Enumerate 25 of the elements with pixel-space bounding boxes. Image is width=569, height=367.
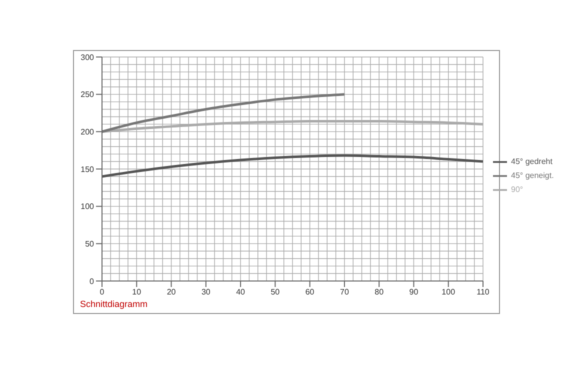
x-tick-label: 0	[100, 288, 105, 297]
x-tick-label: 80	[374, 288, 384, 297]
y-tick-label: 150	[80, 164, 95, 174]
x-tick-label: 100	[442, 288, 456, 297]
y-tick-label: 100	[80, 202, 95, 212]
line-series	[102, 93, 346, 133]
x-tick-label: 70	[340, 288, 350, 297]
x-tick-label: 20	[166, 288, 176, 297]
text: Schnittdiagramm	[80, 299, 148, 309]
x-tick-label: 50	[270, 288, 280, 297]
y-tick-label: 50	[85, 240, 95, 249]
x-tick-label: 60	[305, 288, 315, 297]
legend-label: 90°	[511, 185, 524, 194]
x-tick-label: 110	[476, 288, 490, 297]
x-tick-label: 10	[132, 288, 142, 297]
y-tick-label: 0	[90, 276, 95, 286]
line-series	[102, 154, 483, 178]
x-tick-label: 30	[201, 288, 211, 297]
y-tick-label: 200	[80, 128, 95, 137]
x-tick-label: 90	[409, 288, 419, 297]
legend-label: 45° geneigt.	[511, 171, 554, 180]
y-tick-label: 300	[80, 52, 95, 62]
legend-label: 45° gedreht	[511, 157, 552, 166]
x-tick-label: 40	[236, 288, 246, 297]
y-tick-label: 250	[80, 90, 95, 100]
